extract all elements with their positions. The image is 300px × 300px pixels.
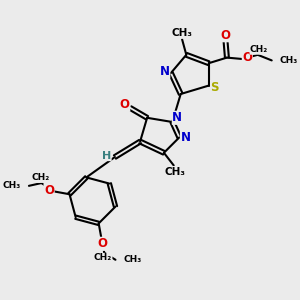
Text: CH₃: CH₃ bbox=[123, 255, 142, 264]
Text: N: N bbox=[172, 111, 182, 124]
Text: O: O bbox=[44, 184, 54, 196]
Text: CH₃: CH₃ bbox=[165, 167, 186, 177]
Text: N: N bbox=[160, 65, 170, 78]
Text: CH₃: CH₃ bbox=[3, 181, 21, 190]
Text: O: O bbox=[98, 237, 108, 250]
Text: O: O bbox=[242, 51, 252, 64]
Text: S: S bbox=[211, 80, 219, 94]
Text: O: O bbox=[220, 29, 230, 42]
Text: N: N bbox=[181, 131, 190, 144]
Text: O: O bbox=[120, 98, 130, 111]
Text: CH₂: CH₂ bbox=[250, 45, 268, 54]
Text: CH₃: CH₃ bbox=[280, 56, 298, 65]
Text: CH₃: CH₃ bbox=[172, 28, 193, 38]
Text: CH₂: CH₂ bbox=[94, 253, 112, 262]
Text: H: H bbox=[102, 151, 111, 160]
Text: CH₂: CH₂ bbox=[31, 173, 49, 182]
